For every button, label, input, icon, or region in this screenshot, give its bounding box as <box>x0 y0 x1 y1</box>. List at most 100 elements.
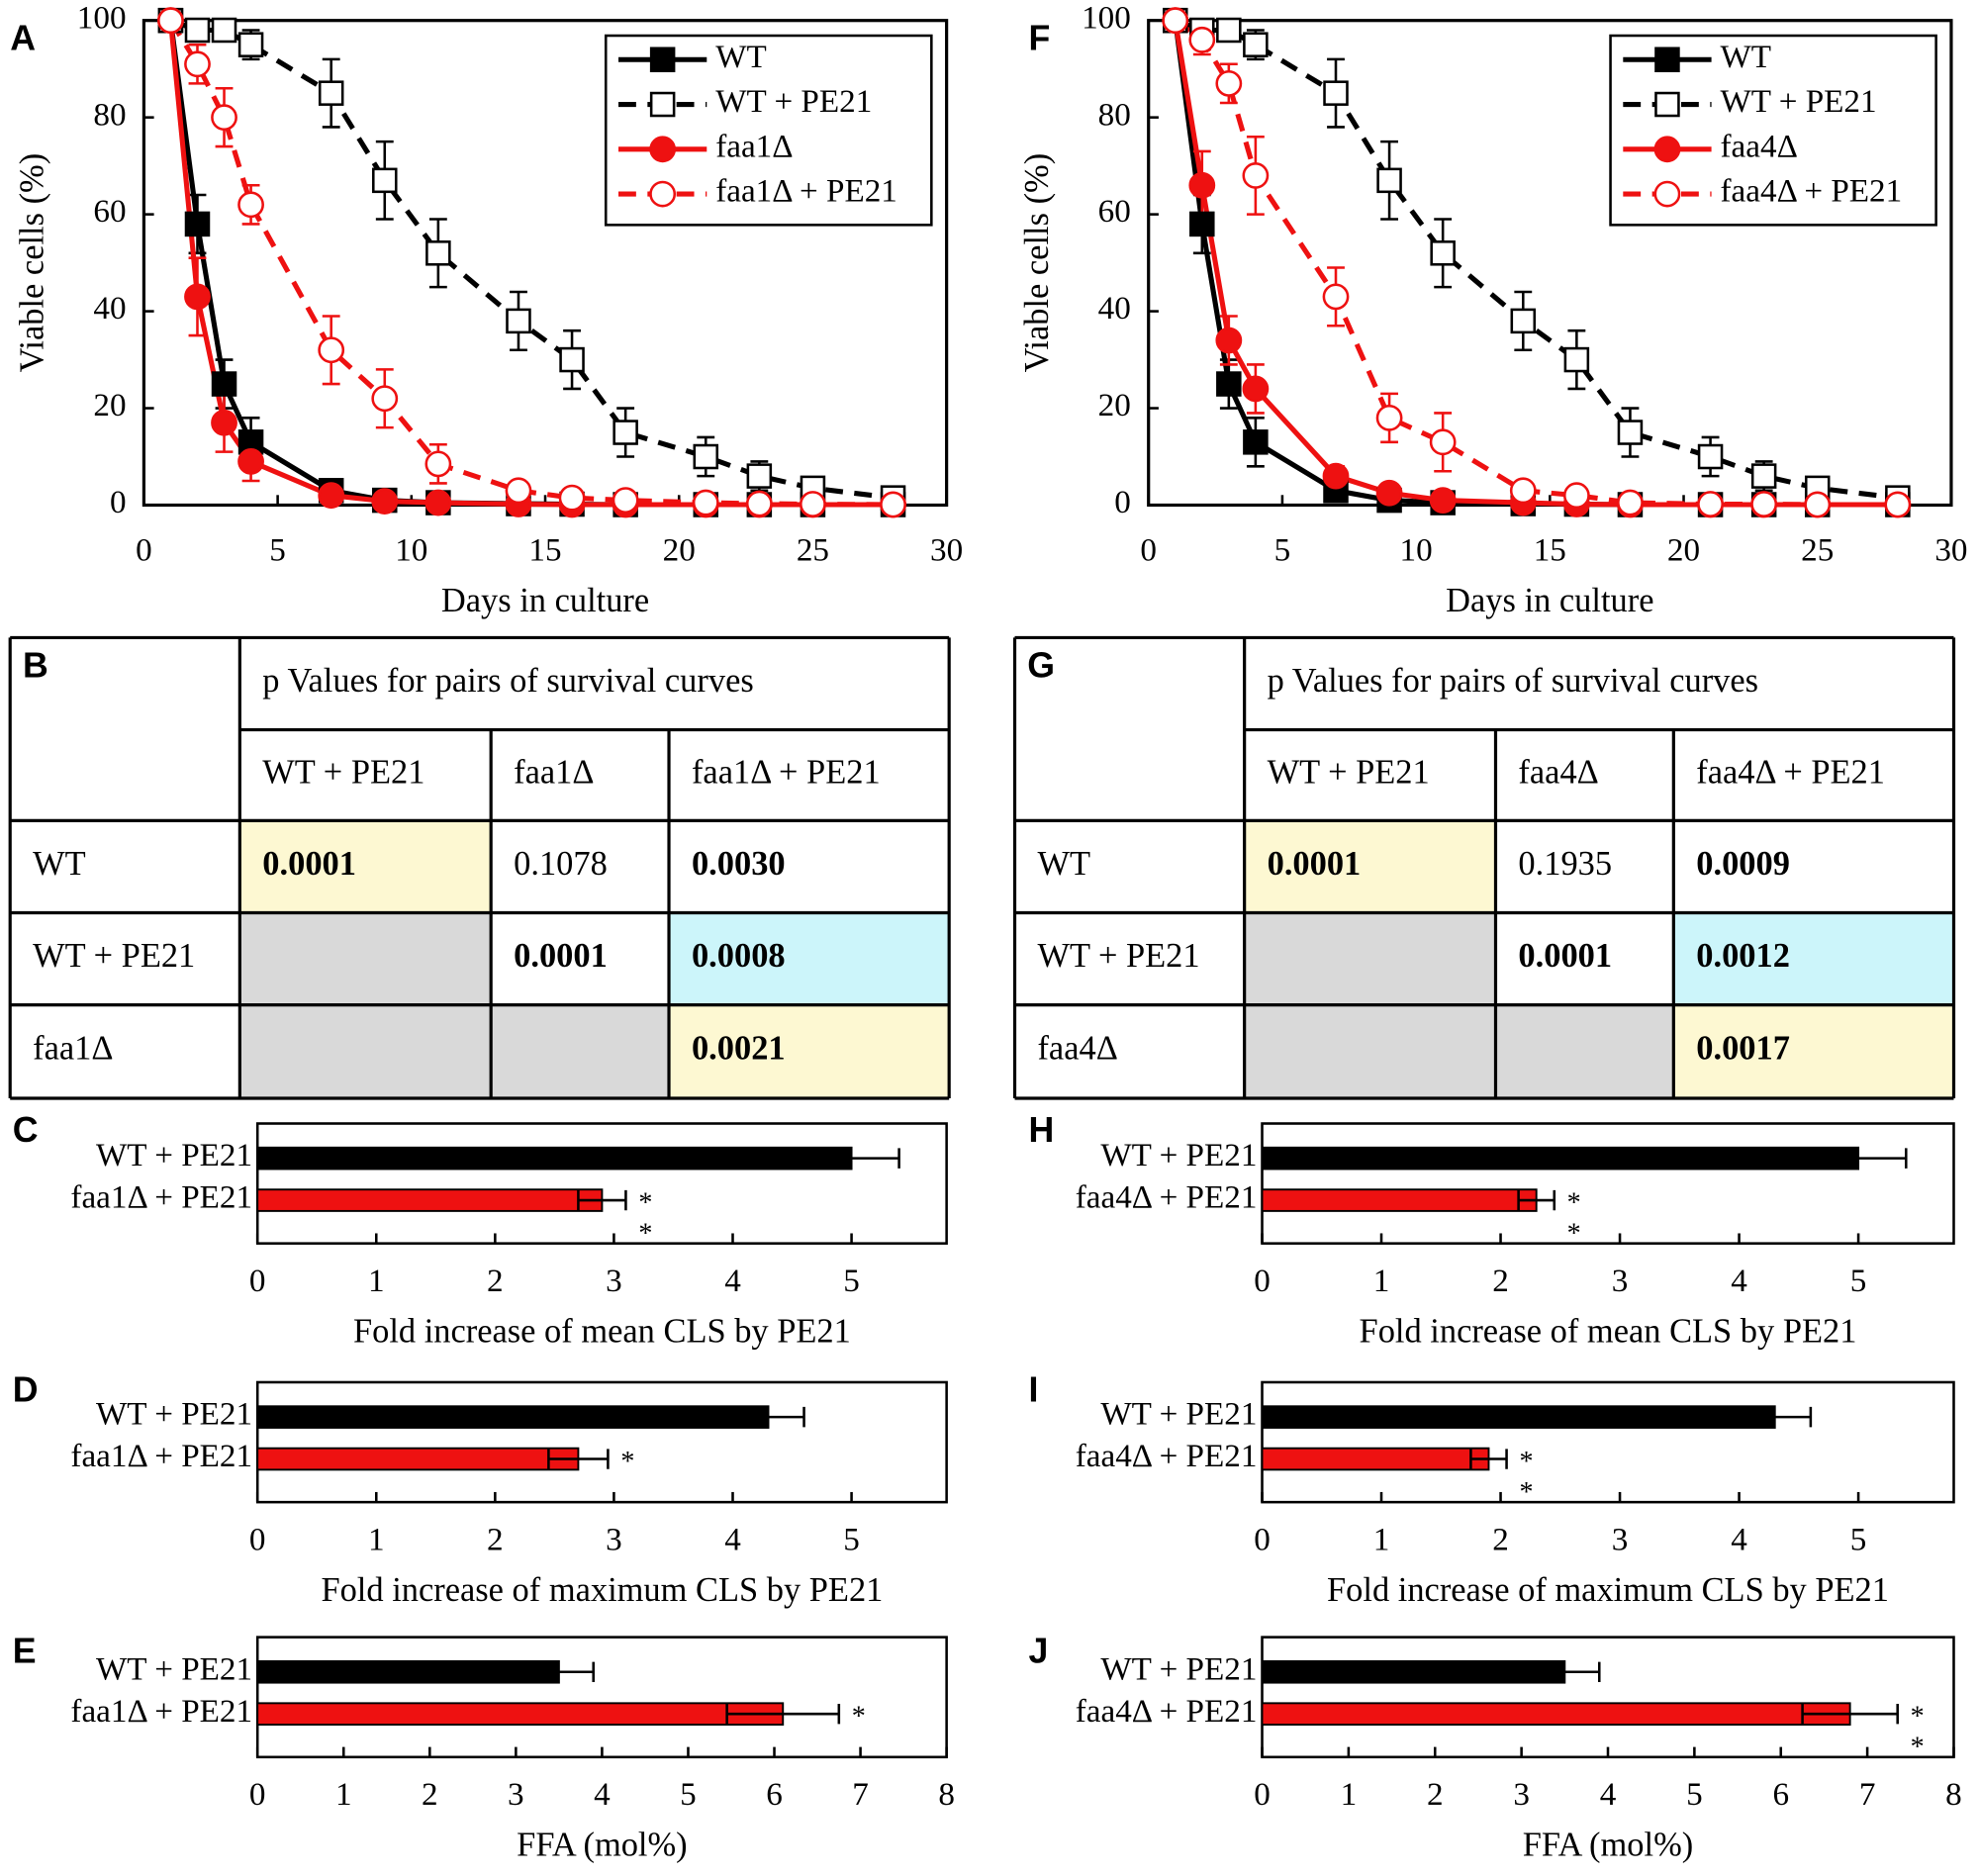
x-axis-label: Days in culture <box>441 582 649 619</box>
marker <box>1215 69 1243 97</box>
marker <box>1322 283 1350 311</box>
marker <box>211 104 237 132</box>
y-tick-label: 80 <box>93 96 126 133</box>
legend-marker <box>1653 136 1681 163</box>
marker <box>1376 167 1402 194</box>
bar <box>1261 1702 1851 1726</box>
error-bar <box>522 1661 595 1682</box>
x-tick-label: 6 <box>1772 1776 1789 1813</box>
marker <box>425 240 451 266</box>
column-header: WT + PE21 <box>262 753 424 791</box>
p-value: 0.0001 <box>262 845 356 883</box>
marker <box>424 450 452 478</box>
panel-label: I <box>1029 1370 1039 1410</box>
marker <box>372 167 398 194</box>
x-tick-label: 1 <box>368 1522 385 1558</box>
x-tick-label: 2 <box>1492 1263 1509 1299</box>
table-cell <box>1495 820 1674 913</box>
table-cell <box>669 1004 950 1098</box>
marker <box>1750 491 1778 517</box>
p-value: 0.0009 <box>1696 845 1790 883</box>
marker <box>318 336 345 364</box>
y-axis-label: Viable cells (%) <box>1018 153 1056 373</box>
marker <box>612 487 639 514</box>
y-tick-label: 0 <box>110 484 127 520</box>
row-header: WT <box>33 845 86 883</box>
marker <box>506 308 531 334</box>
marker <box>1697 491 1724 517</box>
table-cell <box>1673 820 1954 913</box>
bar <box>256 1405 770 1429</box>
p-value: 0.1078 <box>514 845 608 883</box>
table-cell <box>1244 912 1496 1005</box>
panel-label: J <box>1029 1632 1049 1671</box>
table-cell <box>1244 820 1496 913</box>
legend-marker <box>649 136 677 163</box>
error-bar <box>1469 1449 1508 1469</box>
x-tick-label: 0 <box>136 532 152 569</box>
x-tick-label: 0 <box>1254 1776 1271 1813</box>
table-title: p Values for pairs of survival curves <box>1268 662 1758 700</box>
x-tick-label: 20 <box>1667 532 1700 569</box>
marker <box>1188 171 1216 199</box>
p-value: 0.1935 <box>1518 845 1612 883</box>
x-tick-label: 5 <box>1850 1522 1867 1558</box>
bar <box>1261 1405 1776 1429</box>
marker <box>371 488 399 515</box>
x-tick-label: 3 <box>606 1522 622 1558</box>
x-tick-label: 8 <box>938 1776 955 1813</box>
x-axis-label: Fold increase of maximum CLS by PE21 <box>321 1571 883 1609</box>
p-value: 0.0001 <box>1268 845 1362 883</box>
row-header: faa1Δ <box>33 1030 113 1068</box>
x-tick-label: 2 <box>487 1522 504 1558</box>
marker <box>800 491 826 517</box>
table-cell <box>1495 1004 1674 1098</box>
legend-label: faa1Δ <box>715 128 793 164</box>
table-cell <box>669 820 950 913</box>
marker <box>424 489 452 516</box>
y-tick-label: 40 <box>93 290 126 327</box>
panel-label: F <box>1029 19 1051 58</box>
table-cell <box>239 1004 492 1098</box>
marker <box>1162 7 1189 35</box>
x-tick-label: 1 <box>335 1776 352 1813</box>
bar <box>256 1146 853 1171</box>
marker <box>184 50 211 78</box>
x-tick-label: 0 <box>249 1263 266 1299</box>
marker <box>1216 17 1242 44</box>
p-value: 0.0030 <box>692 845 786 883</box>
table-cell <box>1673 1004 1954 1098</box>
marker <box>1323 80 1349 106</box>
bar <box>1261 1659 1566 1684</box>
panel-label: B <box>23 645 48 685</box>
y-tick-label: faa4Δ + PE21 <box>1076 1438 1258 1474</box>
y-tick-label: faa1Δ + PE21 <box>70 1693 252 1730</box>
plot-frame <box>1261 1380 1955 1504</box>
marker <box>1215 327 1243 354</box>
y-tick-label: 60 <box>1098 193 1131 230</box>
error-bar <box>802 1148 900 1169</box>
marker <box>1429 428 1457 456</box>
column-header: WT + PE21 <box>1268 753 1430 791</box>
marker <box>318 80 344 106</box>
marker <box>1375 404 1403 431</box>
row-header: faa4Δ <box>1037 1030 1117 1068</box>
marker <box>211 371 237 397</box>
x-tick-label: 30 <box>1934 532 1967 569</box>
y-tick-label: 60 <box>93 193 126 230</box>
significance-mark: * <box>843 1701 874 1732</box>
y-tick-label: faa4Δ + PE21 <box>1076 1179 1258 1216</box>
p-value: 0.0001 <box>514 937 608 975</box>
marker <box>1510 308 1537 334</box>
plot-frame <box>255 1636 948 1759</box>
x-tick-label: 0 <box>249 1522 266 1558</box>
x-tick-label: 4 <box>594 1776 611 1813</box>
x-tick-label: 7 <box>852 1776 869 1813</box>
y-tick-label: 20 <box>1098 387 1131 423</box>
table-cell <box>1673 912 1954 1005</box>
table-cell <box>239 912 492 1005</box>
x-axis-label: Days in culture <box>1446 582 1653 619</box>
p-value: 0.0008 <box>692 937 786 975</box>
x-tick-label: 5 <box>680 1776 697 1813</box>
marker <box>559 346 585 373</box>
